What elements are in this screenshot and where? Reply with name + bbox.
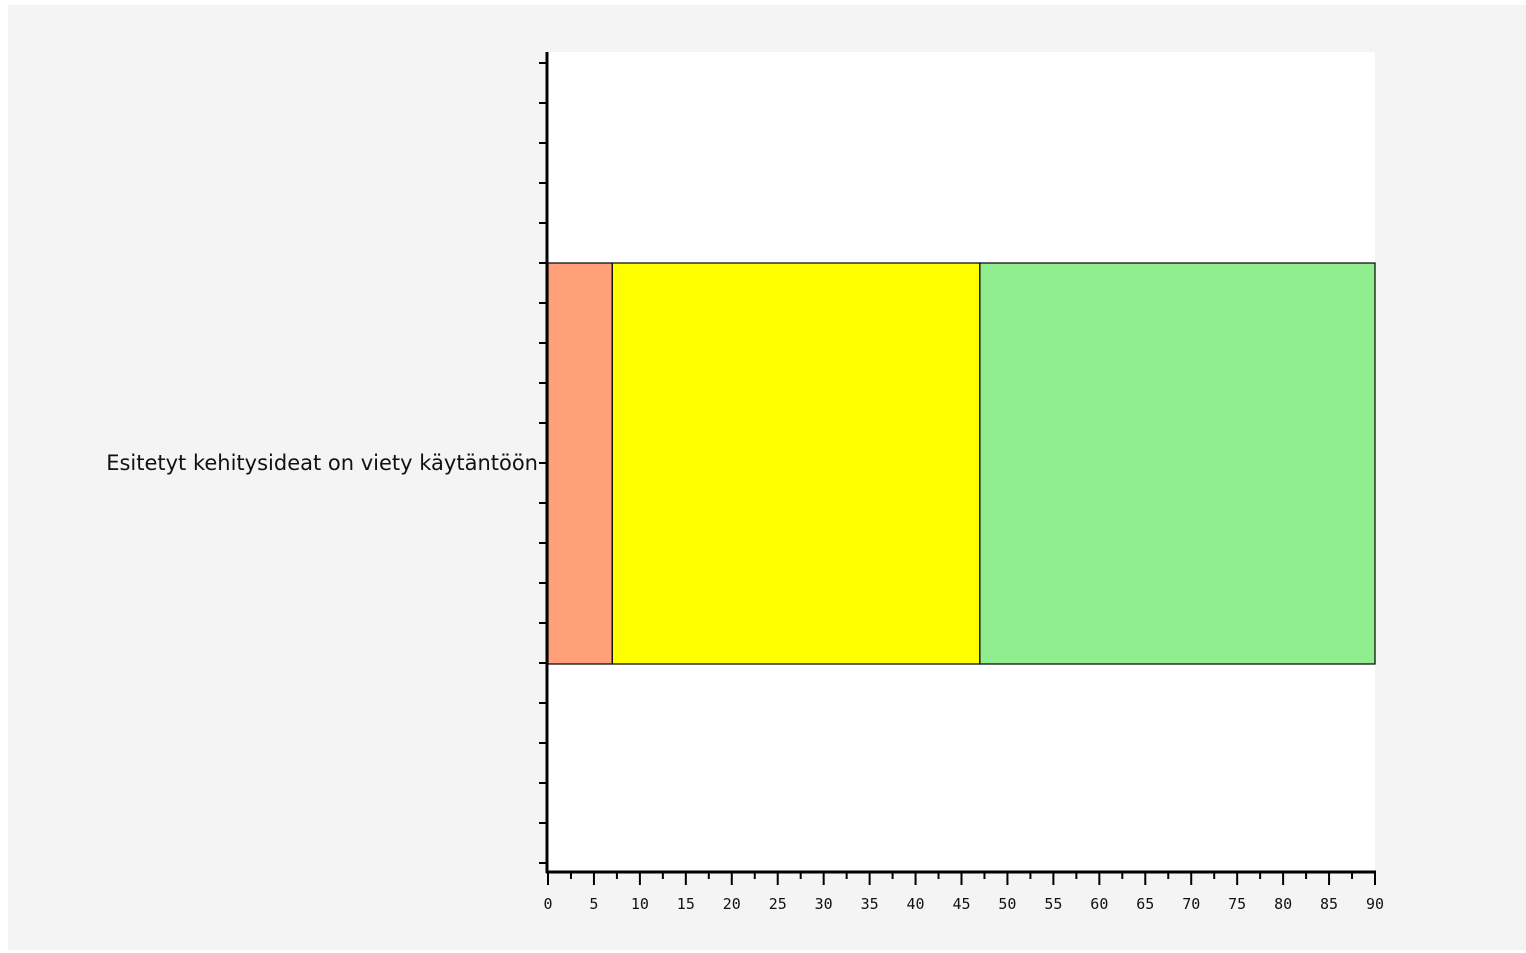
x-tick-label: 15 — [677, 895, 695, 913]
x-tick-label: 85 — [1320, 895, 1338, 913]
x-tick-label: 80 — [1274, 895, 1292, 913]
x-tick-label: 25 — [769, 895, 787, 913]
x-tick-label: 90 — [1366, 895, 1384, 913]
x-tick-label: 50 — [998, 895, 1016, 913]
bar-group — [547, 262, 1376, 665]
x-tick-label: 70 — [1182, 895, 1200, 913]
x-tick-label: 65 — [1136, 895, 1154, 913]
bar-segment-1 — [547, 262, 613, 665]
x-axis: 0 5 10 15 20 25 30 35 40 45 50 55 60 65 70 75 80 85 90 — [543, 870, 1384, 913]
x-tick-label: 55 — [1044, 895, 1062, 913]
x-tick-label: 45 — [952, 895, 970, 913]
x-tick-label: 10 — [631, 895, 649, 913]
y-axis — [539, 52, 549, 873]
bar-segment-2 — [611, 262, 981, 665]
x-tick-label: 20 — [723, 895, 741, 913]
x-tick-label: 75 — [1228, 895, 1246, 913]
x-tick-label: 0 — [543, 895, 552, 913]
category-label: Esitetyt kehitysideat on viety käytäntöö… — [106, 451, 538, 475]
x-tick-label: 60 — [1090, 895, 1108, 913]
x-tick-label: 40 — [907, 895, 925, 913]
x-tick-label: 35 — [861, 895, 879, 913]
x-tick-label: 30 — [815, 895, 833, 913]
x-tick-label: 5 — [589, 895, 598, 913]
bar-segment-3 — [979, 262, 1376, 665]
